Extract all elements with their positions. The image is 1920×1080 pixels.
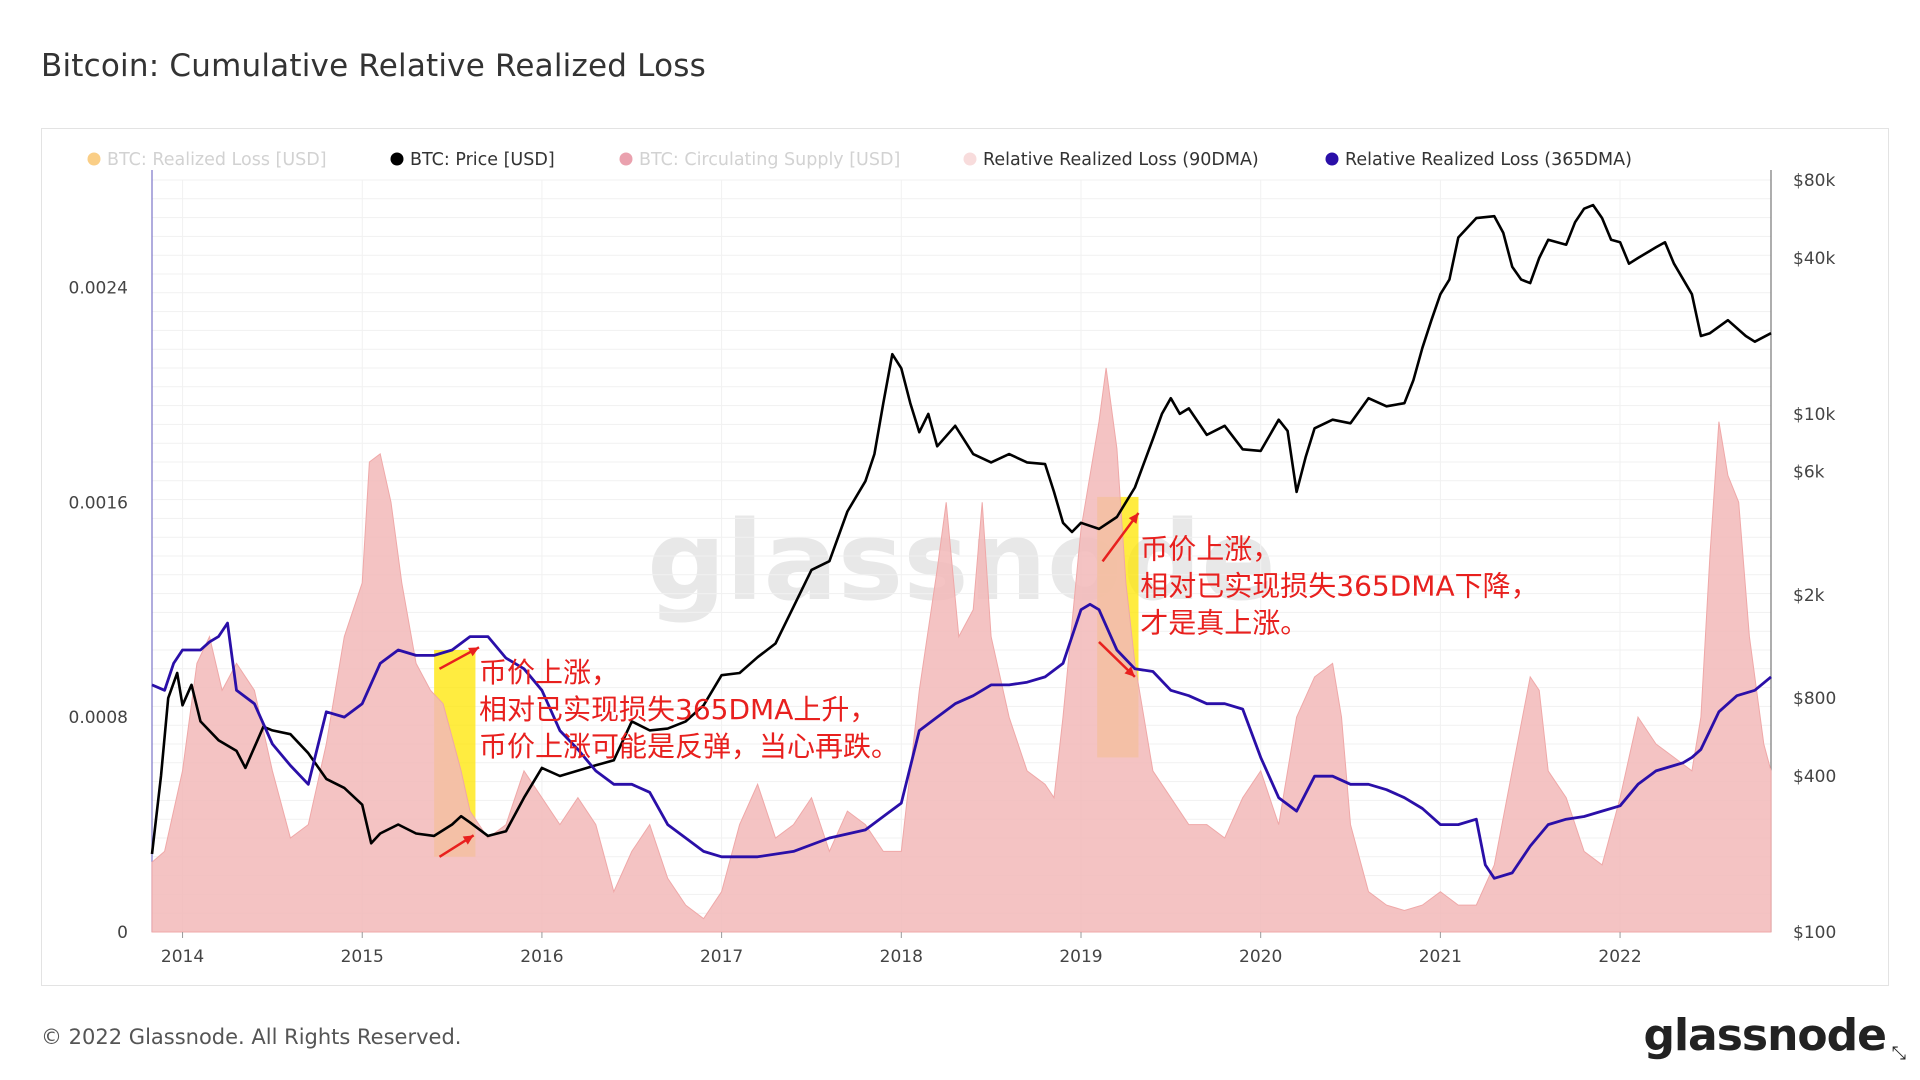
y-right-tick-label: $40k xyxy=(1793,249,1835,269)
y-left-tick-label: 0.0008 xyxy=(69,708,128,728)
chart-frame: glassnode 0 0.0008 0.0016 0.0024 $100 $400 $800… xyxy=(41,128,1889,986)
x-tick-label: 2021 xyxy=(1419,947,1462,967)
legend-marker xyxy=(963,152,977,166)
legend-label: BTC: Price [USD] xyxy=(410,150,555,170)
legend-marker xyxy=(619,152,633,166)
legend-marker xyxy=(390,152,404,166)
annotation-text: 币价上涨， xyxy=(1140,533,1280,566)
legend-item[interactable]: BTC: Circulating Supply [USD] xyxy=(619,150,901,170)
legend-marker xyxy=(87,152,101,166)
annotation-arrowhead xyxy=(462,835,474,845)
x-tick-label: 2022 xyxy=(1598,947,1641,967)
legend-label: Relative Realized Loss (365DMA) xyxy=(1345,150,1632,170)
chart-canvas[interactable]: glassnode00.00080.00160.0024$100$400$800… xyxy=(42,129,1888,985)
y-left-tick-label: 0 xyxy=(117,923,128,943)
annotation-text: 币价上涨可能是反弹，当心再跌。 xyxy=(479,730,899,763)
x-tick-label: 2015 xyxy=(341,947,384,967)
y-right-tick-label: $2k xyxy=(1793,586,1825,606)
y-right-tick-label: $80k xyxy=(1793,171,1835,191)
y-right-tick-label: $100 xyxy=(1793,923,1836,943)
x-tick-label: 2018 xyxy=(880,947,923,967)
chart-title: Bitcoin: Cumulative Relative Realized Lo… xyxy=(41,48,706,84)
legend-label: BTC: Realized Loss [USD] xyxy=(107,150,327,170)
annotation-text: 相对已实现损失365DMA下降， xyxy=(1140,570,1538,603)
legend-item[interactable]: BTC: Realized Loss [USD] xyxy=(87,150,327,170)
x-tick-label: 2016 xyxy=(520,947,563,967)
copyright-footer: © 2022 Glassnode. All Rights Reserved. xyxy=(41,1025,462,1049)
expand-arrows-icon[interactable]: ⤡ xyxy=(1891,1043,1906,1064)
y-left-tick-label: 0.0024 xyxy=(69,278,128,298)
x-tick-label: 2020 xyxy=(1239,947,1282,967)
annotation-arrow xyxy=(1101,512,1140,563)
legend-label: Relative Realized Loss (90DMA) xyxy=(983,150,1259,170)
legend-marker xyxy=(1325,152,1339,166)
legend-item[interactable]: BTC: Price [USD] xyxy=(390,150,555,170)
y-right-tick-label: $400 xyxy=(1793,767,1836,787)
series-line-price xyxy=(150,203,1772,855)
x-tick-label: 2017 xyxy=(700,947,743,967)
x-tick-label: 2019 xyxy=(1059,947,1102,967)
annotation-text: 才是真上涨。 xyxy=(1140,607,1308,640)
x-tick-label: 2014 xyxy=(161,947,204,967)
y-right-tick-label: $6k xyxy=(1793,462,1825,482)
legend-label: BTC: Circulating Supply [USD] xyxy=(639,150,900,170)
annotation-arrowhead xyxy=(1124,666,1135,677)
series-line-365dma xyxy=(151,602,1772,880)
y-right-tick-label: $800 xyxy=(1793,689,1836,709)
y-left-tick-label: 0.0016 xyxy=(69,493,128,513)
annotation-arrowhead xyxy=(468,647,480,657)
series-area-90dma xyxy=(151,367,1772,933)
annotation-text: 币价上涨， xyxy=(479,656,619,689)
legend-item[interactable]: Relative Realized Loss (365DMA) xyxy=(1325,150,1632,170)
annotation-arrowhead xyxy=(1128,513,1139,524)
y-right-tick-label: $10k xyxy=(1793,405,1835,425)
legend-item[interactable]: Relative Realized Loss (90DMA) xyxy=(963,150,1259,170)
glassnode-logo[interactable]: glassnode xyxy=(1643,1010,1887,1061)
annotation-text: 相对已实现损失365DMA上升， xyxy=(479,693,877,726)
